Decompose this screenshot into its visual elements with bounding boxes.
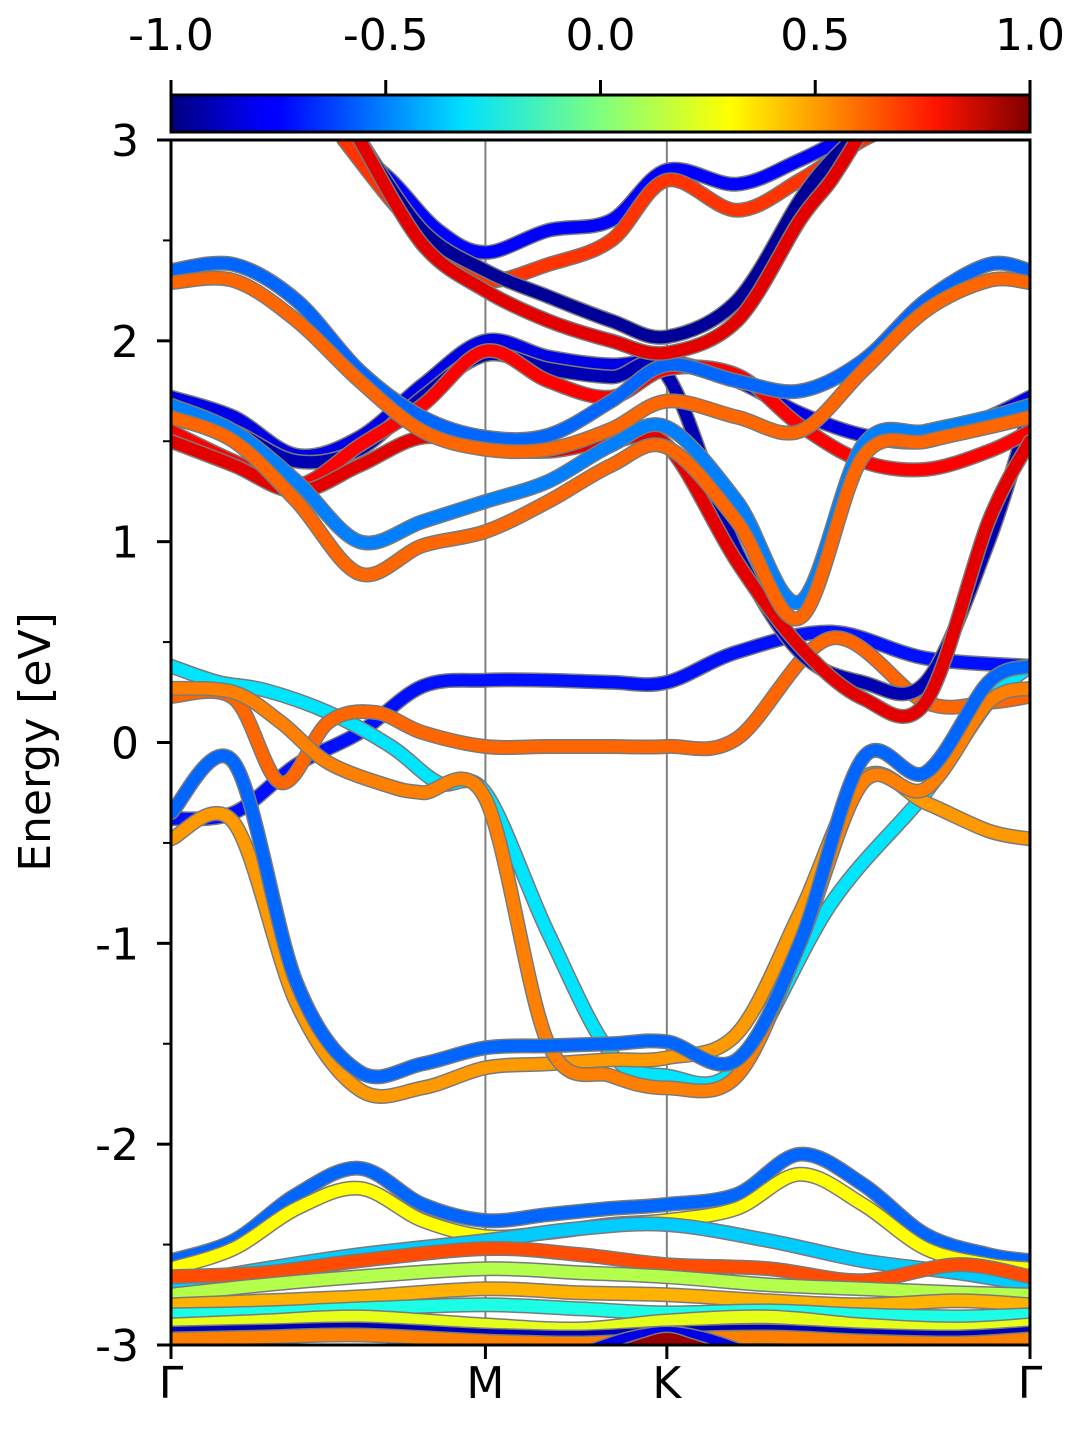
y-tick-label: 3 bbox=[111, 116, 139, 167]
colorbar-gradient bbox=[169, 93, 1032, 134]
band-line bbox=[171, 1310, 1030, 1336]
y-tick-label: 0 bbox=[111, 719, 139, 770]
x-tick-label: Γ bbox=[159, 1358, 184, 1409]
band-line bbox=[171, 1282, 1030, 1311]
y-tick-label: -2 bbox=[95, 1120, 139, 1171]
y-tick-label: 2 bbox=[111, 317, 139, 368]
band-line bbox=[337, 140, 855, 259]
colorbar-tick-label: 0.5 bbox=[780, 10, 850, 61]
colorbar-tick-label: 1.0 bbox=[995, 10, 1065, 61]
band-line bbox=[171, 631, 1030, 789]
x-tick-label: Γ bbox=[1018, 1358, 1043, 1409]
y-tick-label: 1 bbox=[111, 518, 139, 569]
band-line bbox=[171, 1242, 1030, 1287]
band-line bbox=[353, 140, 864, 360]
band-line bbox=[171, 660, 1030, 1090]
x-tick-label: M bbox=[466, 1358, 504, 1409]
colorbar: -1.0 -0.5 0.0 0.5 1.0 bbox=[128, 10, 1065, 134]
y-axis-ticks: -3 -2 -1 0 1 2 3 bbox=[95, 116, 171, 1372]
band-line bbox=[171, 660, 1030, 1083]
x-tick-label: K bbox=[652, 1358, 682, 1409]
y-tick-label: -3 bbox=[95, 1321, 139, 1372]
y-tick-label: -1 bbox=[95, 919, 139, 970]
colorbar-tick-label: -0.5 bbox=[343, 10, 429, 61]
band-line bbox=[353, 140, 861, 344]
colorbar-tick-label: 0.0 bbox=[566, 10, 636, 61]
band-line bbox=[171, 399, 1030, 609]
band-line bbox=[171, 1262, 1030, 1301]
band-line bbox=[622, 1333, 710, 1345]
colorbar-tick-label: -1.0 bbox=[128, 10, 214, 61]
band-lines bbox=[171, 140, 1030, 1345]
band-line bbox=[171, 682, 1030, 1097]
y-axis-label: Energy [eV] bbox=[10, 612, 61, 872]
band-line bbox=[171, 411, 1030, 625]
band-line bbox=[171, 272, 1030, 458]
colorbar-ticks: -1.0 -0.5 0.0 0.5 1.0 bbox=[128, 10, 1065, 95]
plot-area: -3 -2 -1 0 1 2 3 Γ M K Γ bbox=[95, 116, 1043, 1409]
band-line bbox=[171, 1148, 1030, 1267]
band-line bbox=[171, 428, 1030, 723]
